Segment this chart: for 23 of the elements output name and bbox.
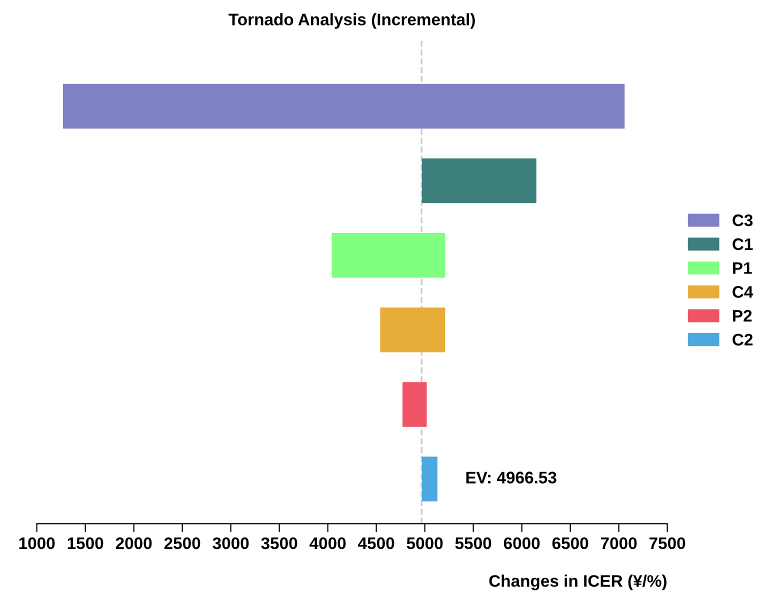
- legend-label: P2: [733, 310, 752, 322]
- x-tick-label: 7000: [600, 537, 637, 550]
- ref-line-label: EV: 4966.53: [466, 472, 556, 484]
- legend-label: C1: [732, 238, 753, 250]
- x-tick-label: 3500: [261, 537, 298, 550]
- x-tick-label: 3000: [212, 537, 249, 550]
- x-tick-label: 5000: [406, 537, 443, 550]
- x-tick-label: 6000: [504, 537, 540, 550]
- legend-label: C4: [732, 286, 754, 298]
- legend-label: C2: [732, 334, 753, 346]
- x-tick-label: 5500: [455, 537, 492, 550]
- x-tick-label: 2000: [116, 537, 152, 550]
- x-axis-title: Changes in ICER (¥/%): [489, 574, 666, 590]
- legend-label: P1: [733, 262, 752, 274]
- x-tick-label: 7500: [649, 537, 686, 550]
- x-tick-label: 6500: [552, 537, 588, 550]
- x-tick-label: 2500: [164, 537, 200, 550]
- x-tick-label: 1500: [68, 537, 104, 550]
- chart-title: Tornado Analysis (Incremental): [228, 13, 475, 29]
- x-tick-label: 4500: [358, 537, 394, 550]
- legend-label: C3: [732, 214, 753, 226]
- x-tick-label: 4000: [310, 537, 346, 550]
- x-tick-label: 1000: [19, 537, 55, 550]
